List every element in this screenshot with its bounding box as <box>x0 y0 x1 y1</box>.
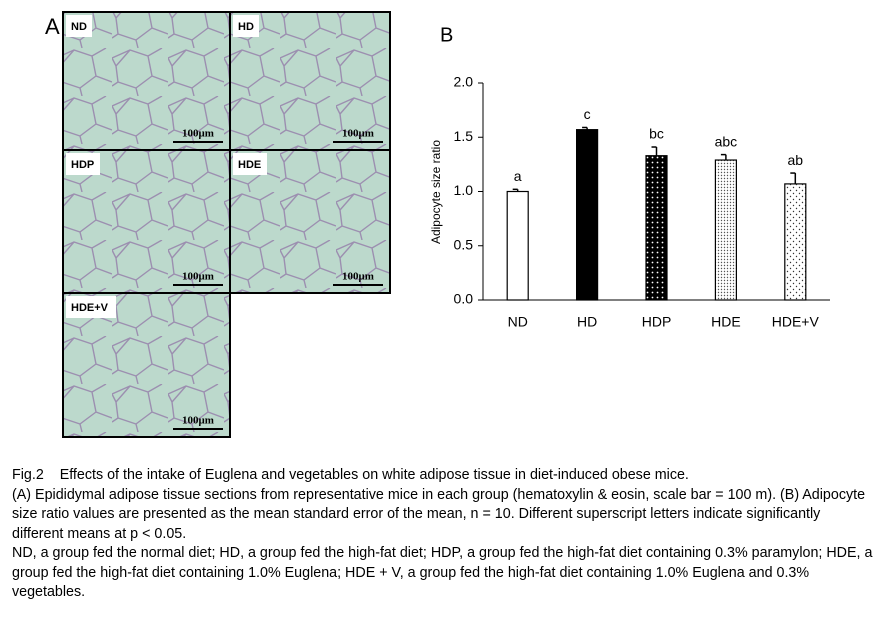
micrograph-label: HDP <box>71 159 94 171</box>
label-box <box>66 296 116 318</box>
y-tick-label: 1.0 <box>454 182 474 198</box>
bar <box>645 155 668 301</box>
caption: Fig.2 Effects of the intake of Euglena a… <box>12 466 874 603</box>
figure: A ND 100μm HD 100μm HDP 100μm HDE 100μm HDE+V 100… <box>45 11 830 438</box>
panel-label: A <box>45 14 60 39</box>
bar <box>575 129 599 301</box>
y-tick-label: 0.5 <box>454 236 474 252</box>
x-tick-label: HDP <box>642 314 672 330</box>
scale-label: 100μm <box>182 271 214 283</box>
caption-paragraph: (A) Epididymal adipose tissue sections f… <box>12 486 866 542</box>
scale-label: 100μm <box>182 415 214 427</box>
micrographs: ND 100μm HD 100μm HDP 100μm HDE 100μm HDE+V 100μm <box>62 11 391 438</box>
micrograph-label: HDE+V <box>71 302 109 314</box>
title: Effects of the intake of Euglena and veg… <box>59 467 689 483</box>
scale-label: 100μm <box>342 128 374 140</box>
significance-letter: c <box>584 106 591 122</box>
x-tick-label: HD <box>577 314 597 330</box>
x-tick-label: HDE+V <box>772 314 820 330</box>
y-tick-label: 2.0 <box>454 74 474 90</box>
y-tick-label: 1.5 <box>454 128 474 144</box>
significance-letter: abc <box>715 133 738 149</box>
significance-letter: ab <box>788 152 804 168</box>
label-box <box>233 153 267 175</box>
significance-letter: a <box>514 168 522 184</box>
micrograph-label: HD <box>238 21 254 33</box>
micrograph-label: ND <box>71 21 87 33</box>
label-box <box>66 15 92 37</box>
significance-letter: bc <box>649 126 664 142</box>
y-axis-label: Adipocyte size ratio <box>429 140 443 244</box>
label-box <box>233 15 259 37</box>
figure-label: Fig.2 <box>12 467 44 483</box>
label-box <box>66 153 100 175</box>
panel-label: B <box>440 24 453 46</box>
bar-chart: 0.0 0.5 1.0 1.5 2.0 ND a HD c HDP bc HDE abc HDE+V ab <box>454 74 830 330</box>
x-tick-label: ND <box>508 314 528 330</box>
scale-label: 100μm <box>342 271 374 283</box>
x-tick-label: HDE <box>711 314 741 330</box>
bar <box>506 190 529 301</box>
caption-title: Fig.2 Effects of the intake of Euglena a… <box>12 466 874 486</box>
micrograph-label: HDE <box>238 159 261 171</box>
bar <box>784 183 807 301</box>
scale-label: 100μm <box>182 128 214 140</box>
caption-paragraph: ND, a group fed the normal diet; HD, a g… <box>12 545 873 600</box>
bar <box>714 159 738 301</box>
y-tick-label: 0.0 <box>454 291 474 307</box>
